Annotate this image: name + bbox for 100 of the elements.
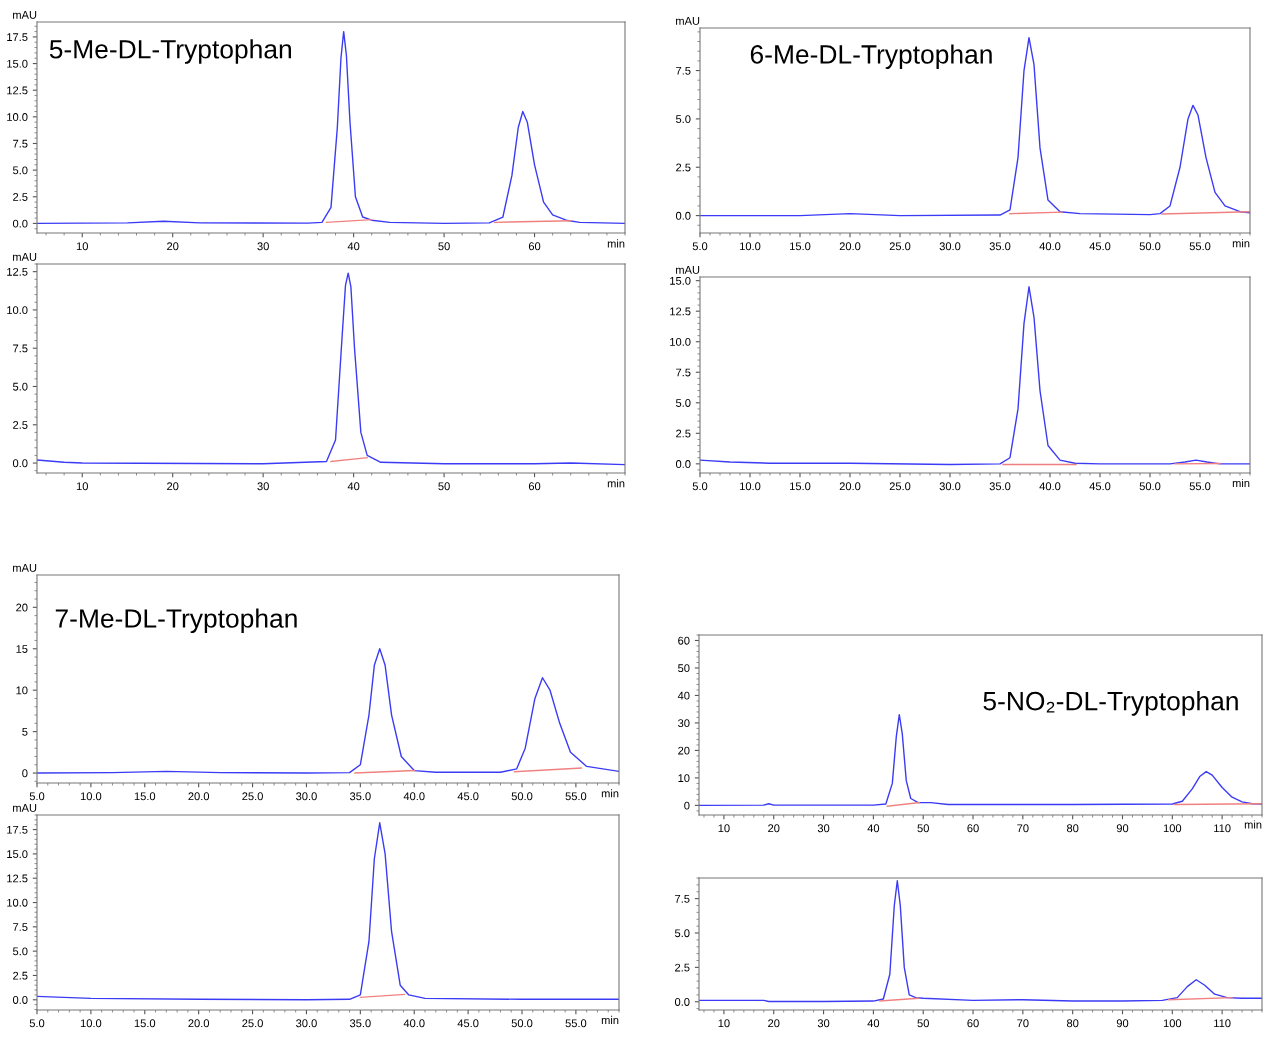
y-tick-label: 15.0 bbox=[670, 276, 691, 285]
y-tick-label: 7.5 bbox=[13, 139, 28, 148]
x-tick-label: 20.0 bbox=[188, 1019, 210, 1028]
x-tick-label: 55.0 bbox=[565, 1019, 587, 1028]
x-tick-label: 40.0 bbox=[1039, 482, 1061, 491]
x-tick-label: 60 bbox=[967, 824, 979, 833]
y-tick-label: 7.5 bbox=[676, 66, 691, 75]
x-tick-label: 40.0 bbox=[403, 792, 425, 801]
x-tick-label: 20 bbox=[768, 824, 780, 833]
x-tick-label: 55.0 bbox=[1189, 242, 1211, 251]
x-axis-title: min bbox=[1244, 820, 1262, 829]
x-tick-label: 55.0 bbox=[565, 792, 587, 801]
y-axis-title: mAU bbox=[13, 253, 37, 261]
x-tick-label: 25.0 bbox=[242, 792, 263, 801]
x-axis-title: min bbox=[1232, 478, 1250, 487]
x-tick-label: 45.0 bbox=[457, 792, 479, 801]
y-tick-label: 5 bbox=[22, 728, 28, 736]
x-tick-label: 35.0 bbox=[349, 792, 371, 801]
x-tick-label: 30 bbox=[257, 242, 269, 251]
y-tick-label: 12.5 bbox=[7, 267, 28, 276]
x-tick-label: 60 bbox=[967, 1019, 979, 1028]
x-tick-label: 80 bbox=[1066, 1019, 1079, 1028]
x-tick-label: 55.0 bbox=[1189, 482, 1211, 491]
x-tick-label: 20 bbox=[768, 1019, 780, 1028]
y-tick-label: 0.0 bbox=[12, 996, 28, 1004]
x-tick-label: 45.0 bbox=[457, 1019, 479, 1028]
x-tick-label: 5.0 bbox=[29, 792, 45, 801]
y-tick-label: 0.0 bbox=[674, 998, 690, 1006]
x-tick-label: 45.0 bbox=[1089, 242, 1111, 251]
x-tick-label: 30 bbox=[257, 482, 269, 491]
x-axis-title: min bbox=[607, 479, 625, 488]
y-tick-label: 60 bbox=[678, 636, 690, 645]
text: 5-NO₂-DL-Tryptophan bbox=[983, 691, 1238, 716]
y-tick-label: 15.0 bbox=[7, 850, 28, 859]
y-tick-label: 12.5 bbox=[670, 307, 691, 316]
x-tick-label: 90 bbox=[1116, 1019, 1129, 1028]
x-tick-label: 40 bbox=[347, 242, 360, 251]
x-tick-label: 35.0 bbox=[989, 482, 1011, 491]
x-tick-label: 20.0 bbox=[839, 242, 861, 251]
x-tick-label: 70 bbox=[1017, 824, 1029, 833]
y-tick-label: 2.5 bbox=[675, 963, 690, 972]
y-axis-title: mAU bbox=[13, 804, 37, 812]
x-tick-label: 10.0 bbox=[80, 1019, 102, 1028]
x-tick-label: 5.0 bbox=[692, 242, 708, 251]
x-tick-label: 15.0 bbox=[134, 1019, 156, 1028]
y-tick-label: 7.5 bbox=[13, 923, 28, 931]
y-tick-label: 5.0 bbox=[675, 399, 691, 407]
x-tick-label: 10.0 bbox=[740, 482, 761, 491]
line-series bbox=[37, 272, 625, 466]
text: 5-Me-DL-Tryptophan bbox=[49, 39, 291, 64]
x-tick-label: 20 bbox=[167, 482, 179, 491]
x-tick-label: 20.0 bbox=[188, 792, 210, 801]
y-tick-label: 2.5 bbox=[676, 163, 691, 172]
y-tick-label: 5.0 bbox=[674, 929, 690, 938]
y-tick-label: 2.5 bbox=[13, 971, 28, 980]
x-tick-label: 10 bbox=[718, 1019, 730, 1028]
x-tick-label: 40 bbox=[867, 824, 880, 833]
y-tick-label: 0.0 bbox=[675, 211, 691, 220]
y-axis-title: mAU bbox=[13, 11, 37, 19]
x-tick-label: 40.0 bbox=[1039, 242, 1061, 251]
x-axis-title: min bbox=[601, 789, 619, 798]
y-tick-label: 10.0 bbox=[7, 306, 28, 315]
y-tick-label: 2.5 bbox=[676, 429, 691, 438]
x-tick-label: 50 bbox=[438, 482, 450, 491]
x-tick-label: 110 bbox=[1214, 1019, 1231, 1028]
x-tick-label: 50.0 bbox=[1139, 482, 1161, 491]
y-tick-label: 0.0 bbox=[12, 459, 28, 468]
x-tick-label: 50 bbox=[917, 824, 929, 833]
line-series bbox=[37, 648, 619, 774]
x-tick-label: 60 bbox=[528, 242, 541, 251]
x-tick-label: 25.0 bbox=[242, 1019, 263, 1028]
line-series bbox=[37, 822, 619, 1001]
x-tick-label: 40 bbox=[347, 482, 360, 491]
x-tick-label: 5.0 bbox=[29, 1019, 45, 1028]
y-tick-label: 0 bbox=[22, 769, 28, 778]
x-tick-label: 50 bbox=[438, 242, 450, 251]
y-tick-label: 7.5 bbox=[675, 895, 690, 903]
x-tick-label: 30 bbox=[817, 1019, 830, 1028]
x-tick-label: 25.0 bbox=[889, 242, 911, 251]
x-axis-title: min bbox=[607, 239, 625, 248]
x-tick-label: 50.0 bbox=[1139, 242, 1161, 251]
x-tick-label: 10 bbox=[76, 482, 88, 491]
x-tick-label: 30.0 bbox=[296, 1019, 317, 1028]
text: 6-Me-DL-Tryptophan bbox=[750, 44, 992, 69]
y-tick-label: 40 bbox=[677, 691, 690, 700]
y-tick-label: 10.0 bbox=[670, 337, 691, 346]
y-tick-label: 0.0 bbox=[12, 219, 28, 228]
x-tick-label: 50.0 bbox=[511, 1019, 533, 1028]
y-tick-label: 15 bbox=[16, 645, 28, 653]
line-series bbox=[700, 36, 1250, 217]
y-tick-label: 10.0 bbox=[7, 898, 28, 907]
y-tick-label: 5.0 bbox=[675, 115, 691, 124]
x-tick-label: 80 bbox=[1066, 824, 1079, 833]
x-tick-label: 10.0 bbox=[740, 242, 761, 251]
y-tick-label: 5.0 bbox=[12, 382, 28, 391]
x-tick-label: 25.0 bbox=[889, 482, 911, 491]
x-tick-label: 15.0 bbox=[134, 792, 156, 801]
y-tick-label: 17.5 bbox=[7, 33, 28, 42]
y-tick-label: 5.0 bbox=[12, 947, 28, 956]
x-tick-label: 35.0 bbox=[989, 242, 1011, 251]
